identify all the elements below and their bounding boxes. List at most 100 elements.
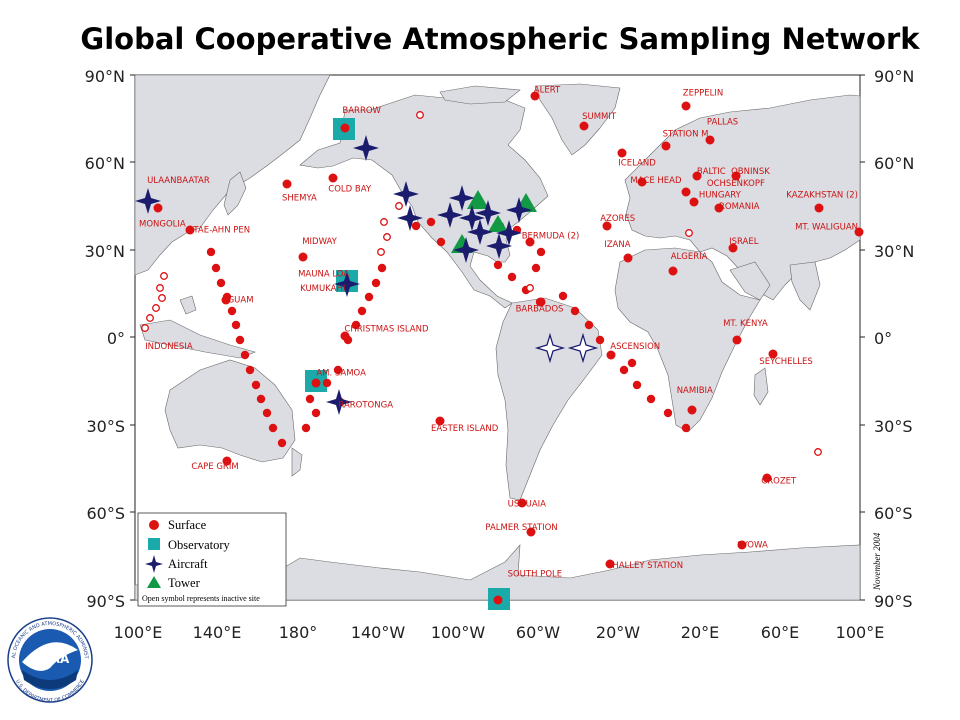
aircraft-marker bbox=[496, 220, 522, 246]
site-label: RAROTONGA bbox=[338, 401, 393, 411]
site-label: HUNGARY bbox=[699, 191, 742, 201]
ship-track-site bbox=[426, 217, 436, 227]
ship-track-site bbox=[595, 335, 605, 345]
inactive-site bbox=[685, 229, 693, 237]
site-label: USHUAIA bbox=[508, 500, 547, 510]
lat-label: 60°S bbox=[86, 504, 125, 523]
site-label: ALERT bbox=[534, 86, 561, 96]
site-label: ASCENSION bbox=[610, 342, 660, 352]
site-label: ZEPPELIN bbox=[683, 88, 723, 98]
aircraft-marker bbox=[453, 237, 479, 263]
surface-site bbox=[737, 540, 747, 550]
site-label: NAMIBIA bbox=[677, 386, 713, 396]
aircraft-marker bbox=[353, 135, 379, 161]
surface-site bbox=[637, 177, 647, 187]
site-label: PALMER STATION bbox=[485, 523, 557, 533]
inactive-site bbox=[152, 304, 160, 312]
aircraft-marker bbox=[467, 219, 493, 245]
date-stamp: November 2004 bbox=[872, 532, 882, 591]
surface-site bbox=[854, 227, 864, 237]
inactive-site bbox=[158, 294, 166, 302]
aircraft-marker bbox=[393, 181, 419, 207]
site-label: MT. WALIGUAN bbox=[795, 223, 858, 233]
surface-site bbox=[692, 171, 702, 181]
surface-site bbox=[517, 498, 527, 508]
lat-label: 0° bbox=[107, 329, 125, 348]
lat-label: 90°S bbox=[874, 592, 913, 611]
surface-site bbox=[185, 225, 195, 235]
surface-site bbox=[579, 121, 589, 131]
site-label: KUMUKAHI bbox=[300, 284, 345, 294]
site-label: GUAM bbox=[228, 296, 254, 306]
greenland-land bbox=[534, 83, 621, 156]
surface-site bbox=[768, 349, 778, 359]
australia-land bbox=[164, 359, 296, 463]
lon-label: 60°W bbox=[516, 623, 560, 642]
surface-site bbox=[602, 221, 612, 231]
site-label: SOUTH POLE bbox=[508, 570, 563, 580]
site-label: SUMMIT bbox=[582, 112, 617, 122]
surface-site bbox=[623, 253, 633, 263]
inactive-site bbox=[380, 218, 388, 226]
site-label: CAPE GRIM bbox=[191, 462, 238, 472]
ship-track-site bbox=[311, 408, 321, 418]
surface-site bbox=[661, 141, 671, 151]
aircraft-marker bbox=[334, 271, 360, 297]
inactive-site bbox=[383, 233, 391, 241]
ship-track-site bbox=[411, 221, 421, 231]
inactive-aircraft-marker bbox=[534, 332, 566, 364]
surface-site bbox=[762, 473, 772, 483]
ship-track-site bbox=[535, 297, 545, 307]
site-label: AZORES bbox=[600, 214, 635, 224]
surface-site bbox=[728, 243, 738, 253]
ship-track-site bbox=[663, 408, 673, 418]
arctic-islands-land bbox=[439, 85, 521, 105]
site-label: MACE HEAD bbox=[630, 176, 682, 186]
ship-track-site bbox=[536, 247, 546, 257]
legend-label: Observatory bbox=[168, 538, 231, 552]
lon-label: 140°E bbox=[193, 623, 242, 642]
site-label: IZANA bbox=[604, 240, 631, 250]
lat-label: 60°S bbox=[874, 504, 913, 523]
surface-site bbox=[714, 203, 724, 213]
site-label: PALLAS bbox=[707, 118, 738, 128]
lon-label: 20°W bbox=[596, 623, 640, 642]
ship-track-site bbox=[235, 335, 245, 345]
noaa-logo-ring-top: NATIONAL OCEANIC AND ATMOSPHERIC ADMINIS… bbox=[0, 0, 89, 660]
latitude-labels-left: 90°N 60°N 30°N 0° 30°S 60°S 90°S bbox=[85, 67, 125, 611]
surface-site bbox=[493, 595, 503, 605]
legend-tower-icon bbox=[147, 576, 161, 588]
noaa-logo-text: NOAA bbox=[31, 652, 70, 666]
legend-note: Open symbol represents inactive site bbox=[142, 594, 260, 603]
land-masses bbox=[134, 74, 861, 601]
lat-label: 90°N bbox=[874, 67, 914, 86]
site-label: SYOWA bbox=[737, 541, 768, 551]
surface-site bbox=[530, 91, 540, 101]
ship-track-site bbox=[277, 438, 287, 448]
site-label: BERMUDA (2) bbox=[522, 231, 580, 241]
site-label: KAZAKHSTAN (2) bbox=[786, 191, 858, 201]
ship-track-site bbox=[351, 320, 361, 330]
site-label: SEYCHELLES bbox=[759, 357, 812, 367]
legend-aircraft-icon bbox=[145, 555, 163, 573]
inactive-site bbox=[526, 284, 534, 292]
ship-track-site bbox=[357, 306, 367, 316]
ship-track-site bbox=[627, 358, 637, 368]
ship-track-site bbox=[256, 394, 266, 404]
madagascar-land bbox=[753, 367, 769, 406]
ship-track-site bbox=[343, 335, 353, 345]
aircraft-marker bbox=[459, 205, 485, 231]
arabia-india-land bbox=[729, 261, 821, 311]
site-label: HALLEY STATION bbox=[612, 561, 683, 571]
site-label: ALGERIA bbox=[671, 252, 708, 262]
surface-site bbox=[605, 559, 615, 569]
ship-track-site bbox=[646, 394, 656, 404]
noaa-logo: NOAA NATIONAL OCEANIC AND ATMOSPHERIC AD… bbox=[0, 0, 93, 704]
japan-land bbox=[223, 171, 247, 216]
legend-observatory-icon bbox=[148, 538, 160, 550]
lon-label: 140°W bbox=[351, 623, 406, 642]
ship-track-site bbox=[377, 263, 387, 273]
surface-site bbox=[705, 135, 715, 145]
ship-track-site bbox=[371, 278, 381, 288]
surface-site bbox=[328, 173, 338, 183]
